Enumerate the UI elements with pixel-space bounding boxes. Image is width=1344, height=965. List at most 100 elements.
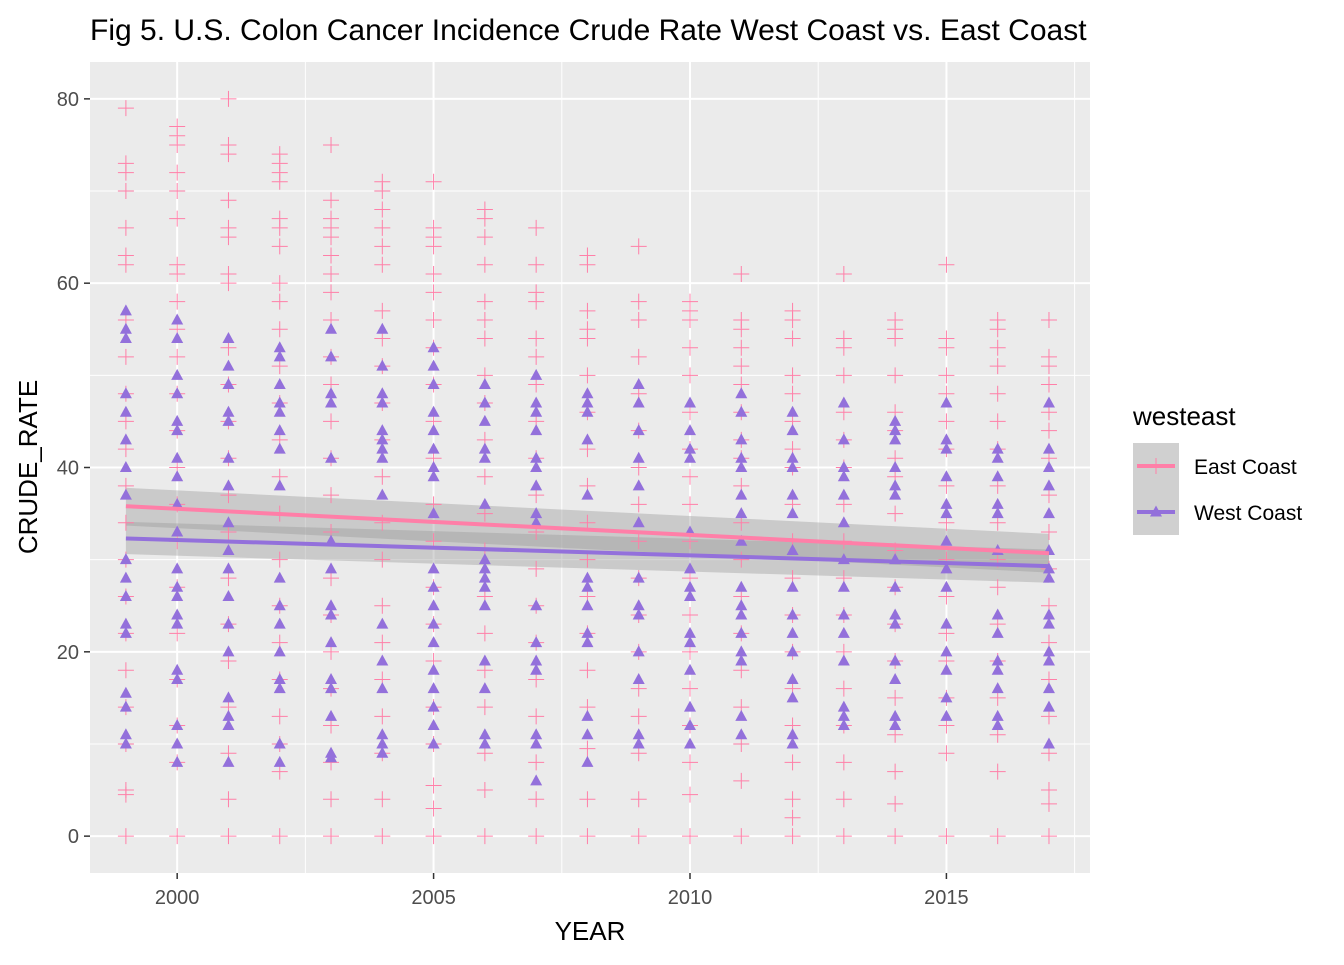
west-coast-point (991, 497, 1004, 509)
x-tick-label: 2005 (411, 887, 456, 909)
east-coast-point (579, 247, 596, 264)
east-coast-point (887, 367, 904, 384)
west-coast-point (786, 737, 799, 749)
west-coast-point (581, 709, 594, 721)
west-coast-point (837, 516, 850, 528)
west-coast-point (735, 654, 748, 666)
east-coast-point (682, 786, 698, 803)
east-coast-point (476, 229, 493, 246)
east-coast-point (938, 256, 955, 273)
west-coast-point (1042, 562, 1055, 574)
east-coast-point (682, 606, 698, 623)
east-coast-point (374, 201, 391, 218)
west-coast-point (119, 700, 132, 712)
west-coast-point (376, 424, 389, 436)
west-coast-point (530, 728, 543, 740)
west-coast-point (786, 461, 799, 472)
west-coast-point (171, 755, 184, 767)
east-coast-point (784, 330, 801, 347)
west-coast-point (837, 580, 850, 592)
east-coast-point (476, 782, 493, 799)
west-coast-point (530, 516, 543, 528)
east-coast-point (528, 754, 545, 771)
west-coast-point (530, 654, 543, 666)
west-coast-point (786, 580, 799, 592)
y-axis: 0 20 40 60 80 (57, 89, 90, 848)
legend: westeast East Coast West Coast (1132, 401, 1302, 535)
east-coast-point (169, 828, 186, 845)
east-coast-point (425, 777, 442, 794)
east-coast-point (989, 385, 1006, 402)
west-coast-point (735, 728, 748, 740)
west-coast-point (119, 553, 132, 565)
east-coast-point (374, 219, 391, 236)
west-coast-point (889, 672, 902, 684)
west-coast-point (940, 470, 953, 482)
west-coast-point (632, 424, 645, 436)
east-coast-point (117, 183, 134, 200)
east-coast-point (887, 828, 904, 845)
west-coast-point (940, 497, 953, 509)
x-axis-label: YEAR (555, 916, 626, 946)
west-coast-point (171, 470, 184, 482)
west-coast-point (273, 755, 286, 767)
west-coast-point (171, 525, 184, 537)
east-coast-point (835, 754, 852, 771)
east-coast-point (630, 496, 647, 513)
east-coast-point (117, 348, 134, 365)
west-coast-point (325, 322, 338, 334)
west-coast-point (119, 617, 132, 629)
west-coast-point (478, 553, 491, 565)
east-coast-point (374, 828, 391, 845)
east-coast-point (835, 680, 852, 697)
west-coast-point (889, 654, 902, 666)
legend-label: East Coast (1194, 456, 1297, 479)
west-coast-point (478, 654, 491, 666)
x-tick-label: 2010 (668, 887, 713, 909)
west-coast-point (530, 774, 543, 786)
west-coast-point (376, 617, 389, 629)
east-coast-point (528, 284, 545, 301)
west-coast-point (991, 470, 1004, 482)
east-coast-point (169, 164, 186, 181)
east-coast-point (1040, 348, 1057, 365)
east-coast-point (323, 247, 340, 264)
west-coast-point (273, 350, 286, 362)
east-coast-point (323, 487, 340, 504)
west-coast-point (171, 737, 184, 749)
east-coast-point (989, 828, 1006, 845)
west-coast-point (684, 562, 696, 574)
east-coast-point (682, 468, 698, 485)
west-coast-point (632, 396, 645, 408)
west-coast-point (735, 599, 748, 611)
west-coast-point (581, 488, 594, 500)
west-coast-point (478, 562, 491, 574)
east-coast-point (682, 293, 698, 310)
east-coast-point (374, 238, 391, 255)
west-coast-points (119, 304, 1055, 786)
west-coast-point (786, 626, 799, 638)
east-coast-point (271, 275, 288, 292)
west-coast-point (273, 617, 286, 629)
east-coast-point (117, 155, 134, 172)
west-coast-point (1042, 617, 1055, 629)
west-coast-point (837, 488, 850, 500)
east-coast-point (733, 312, 750, 329)
east-coast-point (1040, 312, 1057, 329)
west-coast-point (427, 663, 440, 675)
west-coast-point (837, 608, 850, 620)
west-coast-point (632, 516, 645, 528)
west-coast-point (684, 626, 696, 638)
trend-lines (125, 504, 1050, 569)
west-coast-point (889, 719, 902, 731)
west-coast-point (991, 442, 1004, 454)
east-coast-point (887, 312, 904, 329)
west-coast-point (632, 608, 645, 620)
east-coast-point (476, 468, 493, 485)
west-coast-point (889, 433, 902, 445)
west-coast-point (376, 451, 389, 463)
west-coast-point (581, 728, 594, 740)
west-coast-point (940, 507, 953, 519)
west-coast-point (119, 405, 132, 417)
west-coast-point (837, 396, 850, 408)
